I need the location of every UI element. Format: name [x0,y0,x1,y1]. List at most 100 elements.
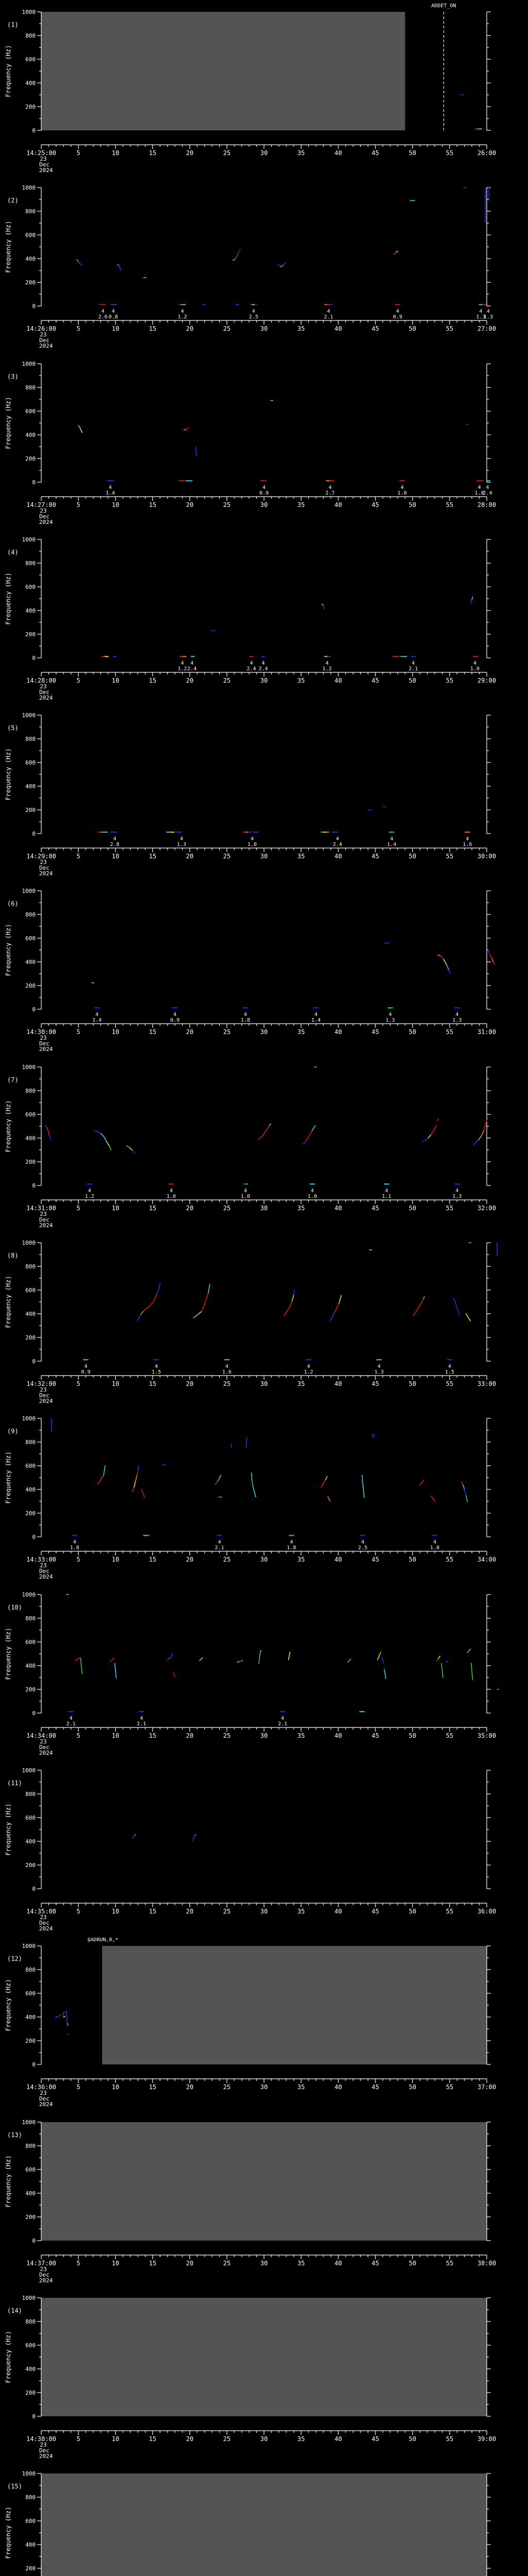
pitch-track [431,1129,435,1135]
svg-text:2024: 2024 [39,2277,53,2284]
class-count: 4 [140,1716,143,1721]
svg-text:25: 25 [223,1556,230,1563]
pitch-track [489,954,492,959]
pitch-track [62,2011,65,2016]
end-time-label: 37:00 [477,2083,496,2091]
svg-text:2024: 2024 [39,2453,53,2460]
svg-text:50: 50 [409,2083,416,2091]
pitch-track [66,2016,68,2024]
svg-text:5: 5 [76,853,80,860]
pitch-track [422,1140,426,1142]
class-score: 2.1 [67,1721,76,1727]
svg-text:25: 25 [223,677,230,684]
class-score: 1.0 [470,666,480,672]
svg-text:200: 200 [25,2389,36,2396]
svg-text:23: 23 [40,2266,46,2273]
class-score: 1.0 [241,1194,250,1199]
svg-text:50: 50 [409,2260,416,2267]
pitch-track [483,1124,486,1131]
pitch-track [384,1673,386,1680]
svg-text:45: 45 [372,1205,379,1212]
spectrogram-svg: 0200400600800100051015202530354045505514… [5,2470,491,2576]
svg-text:55: 55 [446,325,453,332]
axis-labels: 0 200 400 600 800 1000 5 10 15 20 25 30 35 40 45 50 55 14… [5,1415,496,1580]
svg-text:35: 35 [298,325,305,332]
classification-marks: 41.242.442.442.441.242.141.0 [178,660,480,672]
pitch-track [77,1657,80,1660]
svg-text:600: 600 [25,1463,36,1469]
pitch-track [200,1657,203,1660]
svg-text:40: 40 [335,677,342,684]
spectrogram-panel-9: 0 200 400 600 800 1000 5 10 15 20 25 30 35 40 45 50 55 14… [0,1406,528,1583]
svg-text:15: 15 [149,1380,156,1387]
svg-text:800: 800 [25,208,36,215]
start-time-label: 14:34:00 [26,1732,56,1739]
pitch-track [135,1475,138,1482]
pitch-track [334,1307,337,1313]
pitch-track [235,252,239,259]
svg-text:400: 400 [25,2366,36,2372]
class-count: 4 [473,660,476,666]
svg-text:20: 20 [186,1028,193,1036]
class-count: 4 [244,1012,247,1018]
svg-text:55: 55 [446,149,453,157]
pitch-track [378,1652,381,1657]
class-score: 1.4 [92,1018,102,1023]
svg-text:600: 600 [25,2166,36,2173]
class-count: 4 [170,1188,173,1194]
svg-text:40: 40 [335,2083,342,2091]
pitch-track [384,1669,386,1674]
svg-text:1000: 1000 [22,2470,36,2477]
class-count: 4 [325,660,328,666]
svg-text:1000: 1000 [22,1064,36,1071]
class-count: 4 [411,660,415,666]
classification-marks: 41.440.941.841.441.341.3 [92,1012,461,1023]
class-score: 1.0 [308,1194,317,1199]
class-count: 4 [385,1188,388,1194]
svg-text:10: 10 [112,325,119,332]
pitch-track [97,1131,101,1134]
pitch-track [291,1294,294,1301]
pitch-track [46,1128,50,1133]
axis-labels: 0 200 400 600 800 1000 5 10 15 20 25 30 35 40 45 50 55 14… [5,3,496,174]
svg-text:23: 23 [40,2090,46,2096]
svg-text:45: 45 [372,1380,379,1387]
svg-text:55: 55 [446,853,453,860]
class-score: 2.4 [333,842,342,848]
svg-text:Dec: Dec [39,2272,50,2278]
pitch-tracks [460,94,482,130]
panel-index-label: (10) [7,1604,22,1611]
svg-text:Dec: Dec [39,689,50,696]
axis-labels: 0 200 400 600 800 1000 5 10 15 20 25 30 35 40 45 50 55 14… [5,1767,496,1932]
pitch-track [102,1475,104,1478]
pitch-track [332,1312,335,1317]
pitch-track [436,1658,439,1662]
svg-text:55: 55 [446,2083,453,2091]
svg-text:800: 800 [25,560,36,567]
class-score: 2.8 [110,842,120,848]
pitch-track [448,970,451,974]
svg-text:Dec: Dec [39,2095,50,2102]
pitch-track [323,1479,326,1484]
axes [37,1945,491,2083]
svg-text:400: 400 [25,256,36,262]
class-count: 4 [448,1364,451,1369]
svg-text:15: 15 [149,325,156,332]
pitch-track [78,425,80,428]
pitch-track [140,1310,144,1315]
class-score: 1.6 [463,842,472,848]
pitch-track [465,423,469,426]
pitch-track [457,1310,460,1316]
pitch-track [303,1140,307,1145]
svg-text:35: 35 [298,1908,305,1915]
class-count: 4 [389,1012,392,1018]
class-count: 4 [328,485,332,490]
svg-text:40: 40 [335,1380,342,1387]
class-count: 4 [218,1539,221,1545]
pitch-track [153,1292,158,1302]
svg-text:50: 50 [409,501,416,509]
svg-text:30: 30 [260,1028,268,1036]
